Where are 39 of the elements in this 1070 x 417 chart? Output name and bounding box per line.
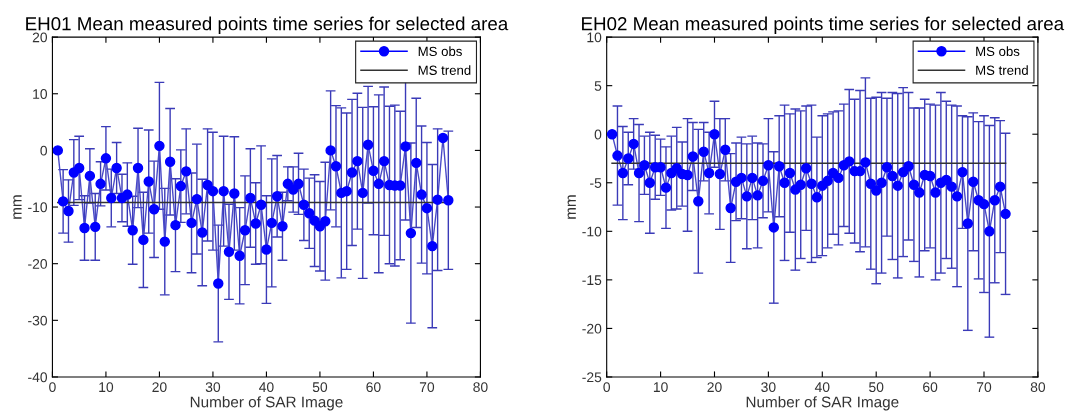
x-tick-label: 70 xyxy=(419,382,435,393)
x-tick-label: 40 xyxy=(814,382,830,393)
x-tick-label: 60 xyxy=(366,382,381,393)
y-tick-label: 0 xyxy=(40,145,48,156)
x-tick-label: 60 xyxy=(923,382,938,393)
y-tick-label: -15 xyxy=(582,275,602,286)
x-tick-label: 70 xyxy=(976,382,992,393)
legend-label: MS obs xyxy=(418,46,462,57)
x-tick-label: 10 xyxy=(99,382,114,393)
legend-label: MS trend xyxy=(976,65,1028,75)
x-tick-label: 20 xyxy=(707,382,722,393)
y-tick-label: 5 xyxy=(594,81,602,91)
x-tick-label: 20 xyxy=(152,382,167,393)
y-tick-label: -10 xyxy=(28,202,48,213)
x-tick-label: 50 xyxy=(312,382,328,393)
y-tick-label: -5 xyxy=(590,178,602,188)
legend-label: MS trend xyxy=(418,65,471,75)
y-axis-title: mm xyxy=(13,195,22,219)
y-tick-label: 0 xyxy=(594,129,602,140)
y-tick-label: -20 xyxy=(582,323,602,334)
x-tick-label: 40 xyxy=(259,382,274,393)
x-axis-title: Number of SAR Image xyxy=(190,396,343,411)
y-tick-label: -40 xyxy=(28,372,48,383)
x-tick-label: 0 xyxy=(603,382,611,393)
y-tick-label: -25 xyxy=(582,372,602,383)
x-tick-label: 30 xyxy=(205,382,221,393)
x-tick-label: 80 xyxy=(1030,382,1046,393)
y-tick-label: -20 xyxy=(28,259,48,269)
y-tick-label: -30 xyxy=(28,315,48,326)
y-axis-title: mm xyxy=(567,195,576,219)
y-tick-label: -10 xyxy=(582,226,602,237)
x-tick-label: 80 xyxy=(473,382,488,393)
legend-label: MS obs xyxy=(976,46,1020,57)
x-tick-label: 50 xyxy=(869,382,884,393)
x-tick-label: 30 xyxy=(761,382,776,393)
x-tick-label: 0 xyxy=(49,382,56,393)
x-tick-label: 10 xyxy=(653,382,668,393)
x-axis-title: Number of SAR Image xyxy=(746,396,899,411)
y-tick-label: 10 xyxy=(33,89,48,99)
